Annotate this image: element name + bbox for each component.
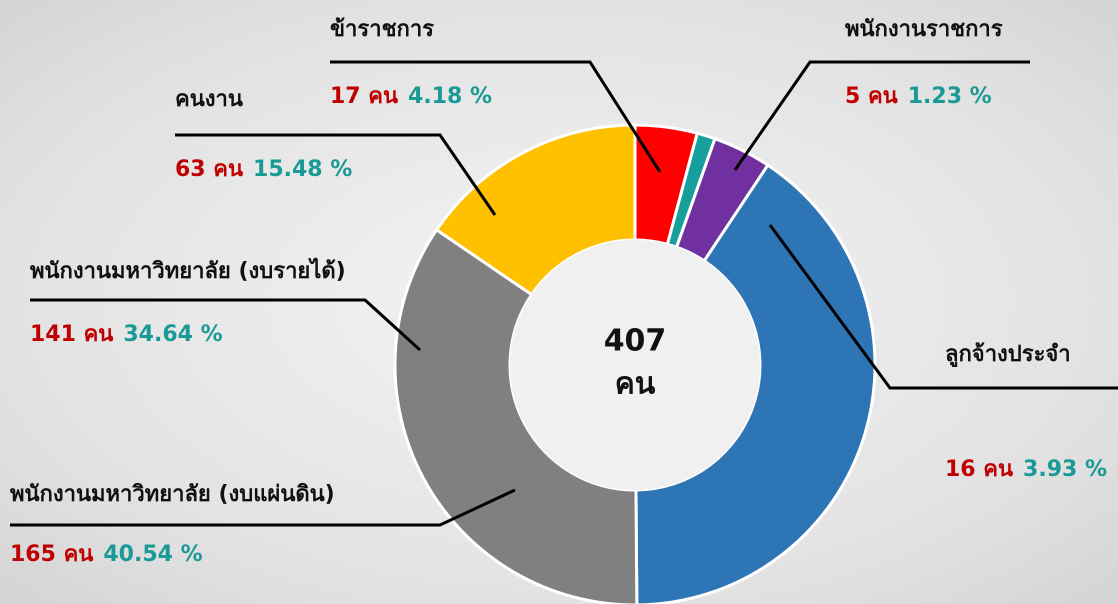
leader-line — [768, 224, 1118, 390]
count-label: 5 คน — [845, 84, 898, 109]
percent-label: 4.18 % — [408, 84, 492, 109]
leader-line — [175, 133, 497, 216]
count-label: 141 คน — [30, 322, 113, 347]
category-label: ข้าราชการ — [330, 17, 434, 42]
percent-label: 15.48 % — [253, 157, 352, 182]
leader-line — [10, 488, 516, 527]
leader-line — [30, 298, 422, 352]
category-label: พนักงานมหาวิทยาลัย (งบแผ่นดิน) — [10, 482, 335, 507]
category-label: พนักงานมหาวิทยาลัย (งบรายได้) — [30, 257, 346, 284]
percent-label: 34.64 % — [123, 322, 222, 347]
category-label: ลูกจ้างประจำ — [945, 342, 1071, 368]
count-label: 16 คน — [945, 457, 1013, 482]
total: 407 — [604, 324, 667, 359]
percent-label: 40.54 % — [103, 542, 202, 567]
category-label: พนักงานราชการ — [845, 17, 1003, 42]
category-label: คนงาน — [175, 87, 243, 112]
count-label: 17 คน — [330, 84, 398, 109]
percent-label: 3.93 % — [1023, 457, 1107, 482]
leader-line — [733, 60, 1030, 171]
leader-line — [330, 60, 662, 173]
total-unit: คน — [615, 367, 656, 402]
count-label: 165 คน — [10, 542, 93, 567]
percent-label: 1.23 % — [908, 84, 992, 109]
donut-hole — [510, 240, 760, 490]
count-label: 63 คน — [175, 157, 243, 182]
